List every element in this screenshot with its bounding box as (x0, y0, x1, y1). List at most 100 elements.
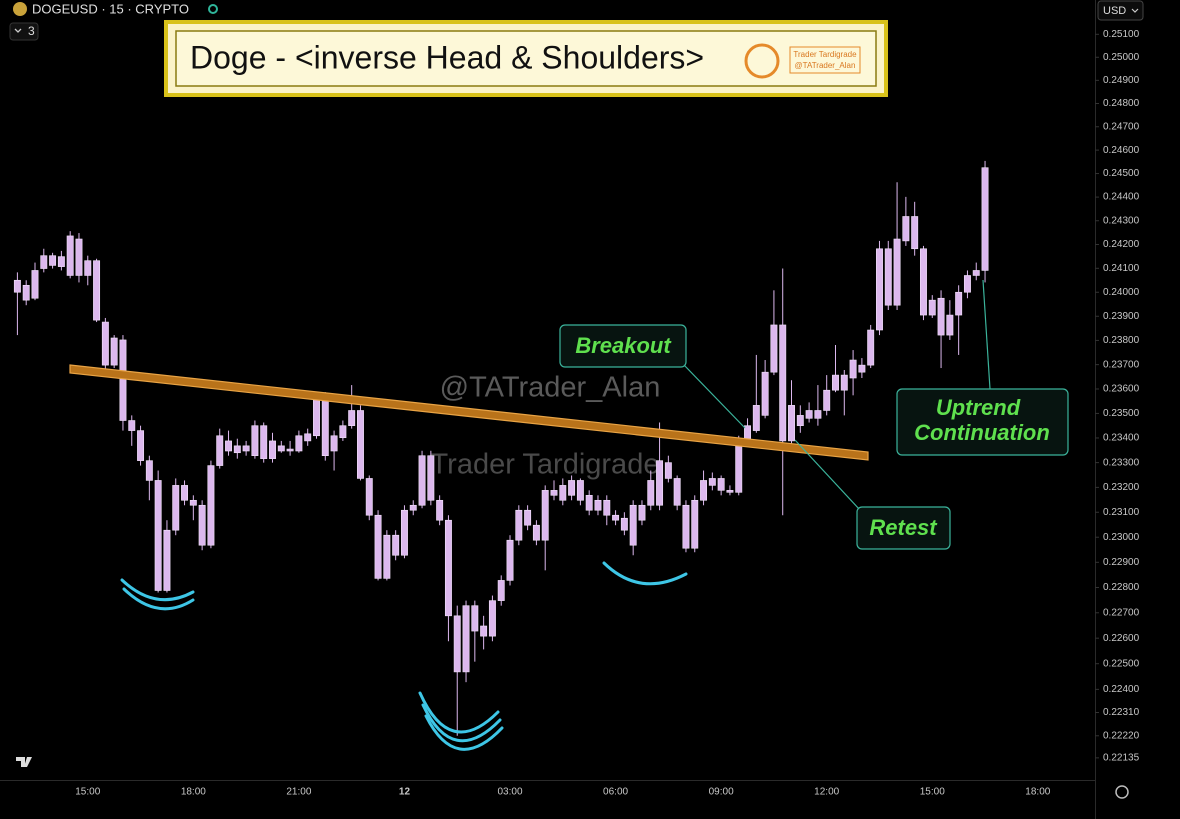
candle-body (128, 420, 136, 431)
candle-body (137, 430, 145, 461)
candle-body (145, 460, 153, 481)
candle-body (260, 425, 268, 459)
annotation-text: Retest (869, 515, 938, 540)
candle-body (629, 504, 637, 546)
title-banner: Doge - <inverse Head & Shoulders> Trader… (164, 20, 888, 97)
watermark: @TATrader_Alan (440, 372, 661, 404)
candle-body (286, 448, 294, 452)
annotation-text: Continuation (914, 420, 1050, 445)
candle-body (392, 534, 400, 556)
status-dot (208, 4, 218, 14)
x-tick-label: 03:00 (498, 787, 523, 798)
candle-body (409, 504, 417, 511)
candle-body (365, 478, 373, 516)
candle-body (444, 519, 452, 617)
candle-body (603, 499, 611, 516)
chevron (14, 28, 22, 33)
candle-body (981, 167, 989, 271)
candle-body (471, 605, 479, 632)
annotation-pointer (982, 279, 991, 390)
y-tick-label: 0.23300 (1103, 457, 1140, 468)
candle-body (805, 410, 813, 419)
candle-body (497, 580, 505, 601)
chart-title: Doge - <inverse Head & Shoulders> (190, 39, 704, 75)
candle-body (884, 248, 892, 306)
arc (421, 703, 502, 743)
candle-body (225, 440, 232, 452)
indicator-toggle[interactable] (9, 22, 39, 41)
settings-icon[interactable] (1115, 785, 1129, 799)
candle-body (585, 495, 593, 511)
candle-body (453, 615, 461, 673)
candle-body (40, 255, 48, 269)
candle-body (963, 275, 971, 293)
candle-body (84, 260, 92, 276)
candle-body (93, 260, 101, 321)
candle-body (972, 270, 980, 276)
candle-body (893, 238, 901, 306)
candle-body (66, 235, 74, 276)
pattern-arcs (120, 561, 688, 751)
candle-body (673, 478, 681, 506)
y-tick-label: 0.22400 (1103, 684, 1140, 695)
coin-icon (13, 2, 27, 16)
symbol[interactable]: DOGEUSD · 15 · CRYPTO (32, 1, 189, 16)
currency-select[interactable] (1097, 0, 1144, 21)
annotation-text: Uptrend (936, 395, 1021, 420)
candle-body (779, 324, 787, 442)
candle-body (207, 465, 215, 546)
y-tick-label: 0.23400 (1103, 433, 1140, 444)
candle-body (726, 490, 734, 493)
candle-body (357, 410, 364, 479)
candle-body (559, 485, 567, 501)
y-tick-label: 0.24900 (1103, 75, 1140, 86)
candle-body (638, 504, 646, 521)
arc (602, 561, 688, 586)
candle-body (902, 216, 910, 242)
candle-body (304, 433, 312, 442)
y-tick-label: 0.24000 (1103, 287, 1140, 298)
candle-body (708, 478, 716, 486)
x-tick-label: 09:00 (709, 787, 734, 798)
candle-body (101, 321, 109, 366)
candle-body (647, 480, 655, 506)
candle-body (682, 504, 690, 549)
candle-body (911, 216, 919, 250)
candle-body (761, 371, 769, 416)
candle-body (770, 324, 778, 373)
candle-body (612, 514, 620, 521)
candle-body (269, 440, 276, 459)
y-tick-label: 0.22600 (1103, 633, 1140, 644)
candle-body (216, 435, 224, 466)
candle-body (13, 279, 21, 293)
candle-body (181, 485, 189, 501)
candle-body (524, 509, 532, 526)
y-tick-label: 0.24500 (1103, 168, 1140, 179)
y-tick-label: 0.23800 (1103, 335, 1140, 346)
arc (122, 587, 195, 611)
candle-body (163, 529, 171, 591)
watermark: Trader Tardigrade (431, 449, 660, 481)
y-tick-label: 0.23200 (1103, 482, 1140, 493)
candle-body (840, 374, 848, 391)
y-tick-label: 0.25100 (1103, 29, 1140, 40)
y-tick-label: 0.23100 (1103, 507, 1140, 518)
x-tick-label: 18:00 (1025, 787, 1050, 798)
currency: USD (1103, 5, 1126, 17)
candle-body (330, 435, 338, 452)
candle-body (277, 445, 285, 452)
candle-body (313, 395, 320, 437)
x-tick-label: 21:00 (286, 787, 311, 798)
arc (424, 714, 504, 751)
candle-body (374, 514, 382, 579)
candle-body (154, 480, 162, 591)
candle-body (295, 435, 303, 452)
candle-body (383, 534, 391, 579)
candle-body (532, 524, 540, 541)
candle-body (119, 339, 127, 421)
candle-body (550, 490, 558, 496)
candle-body (480, 625, 488, 637)
candle-body (594, 499, 602, 511)
indicator-count: 3 (28, 24, 35, 38)
